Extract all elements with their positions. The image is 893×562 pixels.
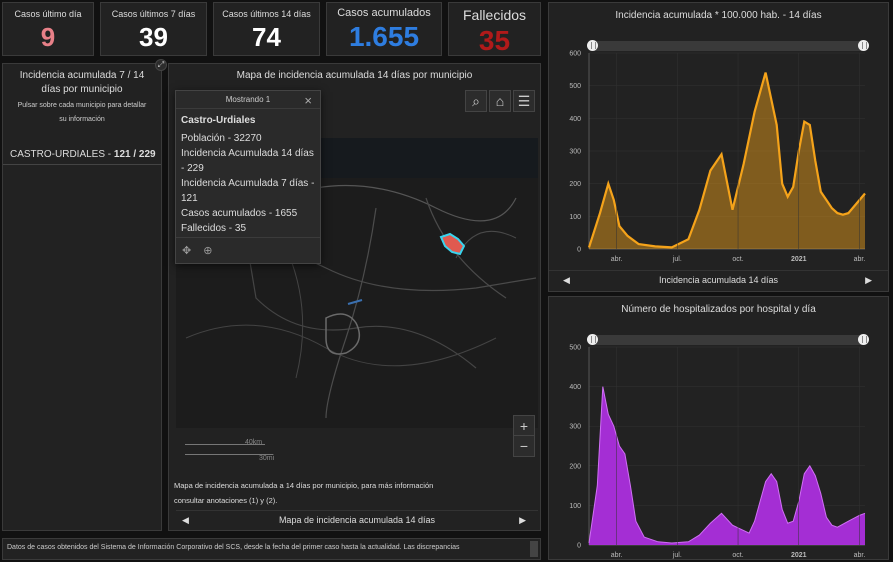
scale-mi: 30mi — [259, 455, 275, 462]
close-icon[interactable]: × — [304, 93, 312, 108]
slider-handle-start[interactable] — [587, 40, 598, 51]
search-icon[interactable]: ⌕ — [465, 90, 487, 112]
kpi-value: 35 — [478, 25, 511, 56]
popup-line: Casos acumulados - 1655 — [181, 208, 298, 219]
map-title: Mapa de incidencia acumulada 14 días por… — [236, 70, 473, 81]
incidence-chart-panel: Incidencia acumulada * 100.000 hab. - 14… — [548, 2, 889, 292]
incidence-chart: 0 100 200 300 400 500 600 abr. jul. oct. 2021 abr. — [569, 51, 866, 263]
x-tick-label: 2021 — [791, 256, 807, 263]
series-line — [587, 72, 866, 249]
kpi-casos-7-dias: Casos últimos 7 días 39 — [100, 2, 207, 56]
map-description: Mapa de incidencia acumulada a 14 días p… — [174, 481, 434, 505]
prev-arrow-icon[interactable]: ◀ — [563, 275, 570, 285]
pan-icon[interactable]: ✥ — [182, 245, 192, 257]
map-footer: ◀ Mapa de incidencia acumulada 14 días ▶ — [176, 510, 538, 530]
chart-title: Incidencia acumulada * 100.000 hab. - 14… — [615, 10, 822, 21]
municipio-name: CASTRO-URDIALES - — [10, 149, 114, 160]
popup-line: Fallecidos - 35 — [181, 223, 247, 234]
range-slider[interactable] — [587, 334, 869, 345]
kpi-casos-acumulados: Casos acumulados 1.655 — [326, 2, 442, 56]
x-tick-label: abr. — [611, 552, 623, 559]
notes-panel: Datos de casos obtenidos del Sistema de … — [2, 538, 541, 560]
next-arrow-icon[interactable]: ▶ — [865, 275, 872, 285]
popup-count: Mostrando 1 — [225, 95, 271, 104]
kpi-label: Fallecidos — [462, 7, 527, 23]
y-tick-label: 0 — [577, 247, 581, 254]
municipio-list-panel: Incidencia acumulada 7 / 14 días por mun… — [2, 63, 162, 531]
y-tick-label: 200 — [569, 463, 581, 470]
panel-title: Incidencia acumulada 7 / 14 días por mun… — [19, 70, 145, 95]
x-tick-label: jul. — [672, 552, 682, 559]
kpi-casos-14-dias: Casos últimos 14 días 74 — [213, 2, 320, 56]
scrollbar[interactable] — [530, 541, 538, 557]
next-arrow-icon[interactable]: ▶ — [519, 515, 526, 525]
panel-subtitle: Pulsar sobre cada municipio para detalla… — [17, 102, 147, 123]
zoom-to-icon[interactable]: ⊕ — [203, 245, 213, 257]
hospital-chart: 0 100 200 300 400 500 abr. jul. oct. 2021 abr. — [569, 345, 866, 560]
kpi-label: Casos últimos 14 días — [222, 9, 311, 19]
info-popup: Mostrando 1 × Castro-Urdiales Población … — [175, 90, 321, 264]
municipio-values: 121 / 229 — [113, 149, 156, 160]
y-tick-label: 500 — [569, 345, 581, 352]
zoom-in-button[interactable]: + — [513, 415, 535, 437]
popup-line: Incidencia Acumulada 14 días - 229 — [181, 148, 314, 174]
castro-urdiales-highlight[interactable] — [438, 232, 468, 258]
y-tick-label: 300 — [569, 149, 581, 156]
kpi-casos-ultimo-dia: Casos último día 9 — [2, 2, 94, 56]
chart-footer: ◀ Incidencia acumulada 14 días ▶ — [549, 270, 888, 290]
chart-title: Número de hospitalizados por hospital y … — [621, 304, 816, 315]
legend-list-icon[interactable]: ☰ — [513, 90, 535, 112]
x-tick-label: abr. — [854, 256, 866, 263]
x-tick-label: jul. — [672, 256, 682, 263]
y-tick-label: 400 — [569, 384, 581, 391]
y-tick-label: 0 — [577, 543, 581, 550]
range-slider[interactable] — [587, 40, 869, 51]
y-tick-label: 500 — [569, 83, 581, 90]
x-tick-label: oct. — [732, 256, 743, 263]
notes-text: Datos de casos obtenidos del Sistema de … — [7, 544, 460, 551]
popup-line: Incidencia Acumulada 7 días - 121 — [181, 178, 315, 204]
home-icon[interactable]: ⌂ — [489, 90, 511, 112]
scale-km: 40km — [245, 439, 263, 446]
slider-handle-end[interactable] — [858, 334, 869, 345]
prev-arrow-icon[interactable]: ◀ — [182, 515, 189, 525]
kpi-value: 39 — [139, 22, 168, 52]
row-divider — [3, 164, 161, 165]
y-tick-label: 400 — [569, 116, 581, 123]
series-line — [588, 386, 866, 544]
y-tick-label: 100 — [569, 503, 581, 510]
kpi-label: Casos último día — [14, 9, 82, 19]
scale-bar: 40km 30mi — [185, 439, 280, 467]
x-tick-label: abr. — [854, 552, 866, 559]
kpi-fallecidos: Fallecidos 35 — [448, 2, 541, 56]
chart-footer-label: Incidencia acumulada 14 días — [658, 275, 779, 285]
x-tick-label: oct. — [732, 552, 743, 559]
slider-handle-start[interactable] — [587, 334, 598, 345]
zoom-out-button[interactable]: − — [513, 435, 535, 457]
kpi-value: 1.655 — [348, 21, 420, 52]
kpi-label: Casos acumulados — [337, 7, 431, 19]
popup-title: Castro-Urdiales — [181, 115, 256, 126]
popup-line: Población - 32270 — [181, 133, 262, 144]
x-tick-label: abr. — [611, 256, 623, 263]
expand-icon[interactable]: ⤢ — [155, 59, 167, 71]
kpi-value: 9 — [40, 22, 56, 52]
y-tick-label: 300 — [569, 424, 581, 431]
x-tick-label: 2021 — [791, 552, 807, 559]
hospital-chart-panel: Número de hospitalizados por hospital y … — [548, 296, 889, 560]
y-tick-label: 100 — [569, 214, 581, 221]
y-tick-label: 600 — [569, 51, 581, 58]
popup-header: Mostrando 1 × — [176, 91, 320, 109]
series-area — [589, 72, 865, 249]
kpi-label: Casos últimos 7 días — [111, 9, 196, 19]
y-tick-label: 200 — [569, 181, 581, 188]
municipio-row[interactable]: CASTRO-URDIALES - 121 / 229 — [10, 149, 156, 160]
map-footer-label: Mapa de incidencia acumulada 14 días — [278, 515, 436, 525]
slider-handle-end[interactable] — [858, 40, 869, 51]
kpi-value: 74 — [252, 22, 281, 52]
